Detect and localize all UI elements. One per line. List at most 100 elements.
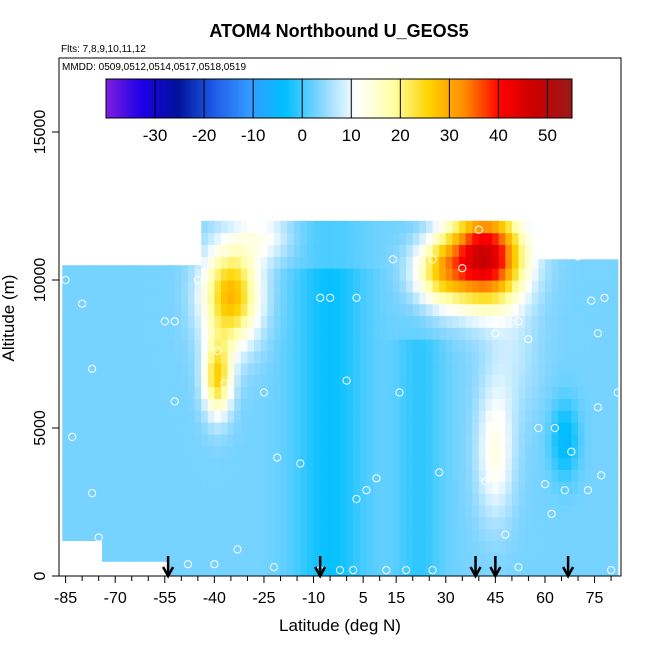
heatmap-cell	[313, 315, 321, 328]
heatmap-cell	[591, 457, 599, 470]
heatmap-cell	[234, 303, 242, 317]
heatmap-cell	[234, 493, 242, 506]
heatmap-cell	[234, 540, 242, 553]
heatmap-cell	[154, 359, 163, 373]
heatmap-cell	[439, 291, 447, 305]
heatmap-cell	[82, 351, 90, 364]
heatmap-cell	[267, 244, 275, 257]
heatmap-cell	[115, 359, 123, 373]
heatmap-cell	[135, 395, 143, 408]
heatmap-cell	[518, 445, 526, 459]
heatmap-cell	[280, 280, 288, 293]
heatmap-cell	[611, 351, 619, 364]
heatmap-cell	[445, 457, 453, 470]
heatmap-cell	[511, 339, 520, 352]
heatmap-cell	[174, 445, 182, 459]
heatmap-cell	[326, 291, 334, 305]
heatmap-cell	[465, 481, 473, 494]
heatmap-cell	[88, 265, 96, 269]
heatmap-cell	[260, 481, 268, 494]
heatmap-cell	[452, 268, 460, 281]
heatmap-cell	[194, 291, 202, 305]
colorbar-segment	[175, 79, 179, 118]
heatmap-cell	[115, 419, 123, 432]
heatmap-cell	[498, 422, 506, 435]
heatmap-cell	[459, 386, 467, 399]
heatmap-cell	[478, 410, 486, 423]
heatmap-cell	[498, 481, 506, 494]
heatmap-cell	[280, 362, 288, 376]
heatmap-cell	[419, 327, 427, 340]
heatmap-cell	[459, 516, 467, 530]
heatmap-cell	[62, 291, 70, 305]
heatmap-cell	[379, 433, 387, 447]
heatmap-cell	[214, 315, 222, 328]
heatmap-cell	[492, 220, 500, 234]
heatmap-cell	[604, 457, 612, 470]
sample-point	[170, 317, 179, 326]
heatmap-cell	[62, 362, 70, 376]
heatmap-cell	[240, 552, 248, 565]
heatmap-cell	[300, 552, 308, 565]
heatmap-cell	[459, 268, 467, 281]
heatmap-cell	[201, 280, 209, 293]
heatmap-cell	[194, 445, 202, 459]
heatmap-cell	[287, 433, 295, 447]
heatmap-cell	[419, 280, 427, 293]
heatmap-cell	[386, 410, 394, 423]
colorbar-segment	[196, 79, 200, 118]
heatmap-cell	[465, 516, 473, 530]
heatmap-cell	[234, 291, 242, 305]
heatmap-cell	[472, 457, 480, 470]
heatmap-cell	[386, 457, 394, 470]
heatmap-cell	[439, 362, 447, 376]
heatmap-cell	[472, 362, 480, 376]
heatmap-cell	[201, 457, 209, 470]
heatmap-cell	[247, 280, 255, 293]
sample-point	[220, 379, 229, 388]
heatmap-cell	[373, 505, 381, 518]
heatmap-cell	[260, 280, 268, 293]
heatmap-cell	[584, 505, 592, 518]
heatmap-cell	[201, 540, 209, 553]
heatmap-cell	[591, 386, 599, 399]
heatmap-cell	[201, 445, 209, 459]
heatmap-cell	[386, 291, 394, 305]
heatmap-cell	[426, 256, 434, 269]
heatmap-cell	[161, 359, 169, 373]
heatmap-cell	[399, 505, 407, 518]
heatmap-cell	[75, 528, 83, 541]
colorbar-segment	[439, 79, 443, 118]
heatmap-cell	[207, 505, 215, 518]
heatmap-cell	[267, 528, 275, 541]
heatmap-cell	[300, 445, 308, 459]
heatmap-cell	[445, 433, 453, 447]
heatmap-cell	[280, 339, 288, 352]
heatmap-cell	[247, 505, 255, 518]
colorbar-segment	[553, 79, 557, 118]
heatmap-cell	[564, 410, 572, 423]
heatmap-cell	[82, 374, 90, 388]
heatmap-cell	[366, 303, 374, 317]
heatmap-cell	[531, 552, 539, 565]
heatmap-cell	[478, 315, 486, 328]
heatmap-cell	[300, 351, 308, 364]
heatmap-cell	[102, 312, 110, 325]
x-tick-label: 60	[536, 590, 554, 607]
heatmap-cell	[108, 277, 116, 290]
heatmap-cell	[62, 469, 70, 482]
heatmap-cell	[465, 469, 473, 482]
heatmap-cell	[439, 469, 447, 482]
heatmap-cell	[68, 280, 77, 293]
heatmap-cell	[234, 362, 242, 376]
heatmap-cell	[247, 268, 255, 281]
colorbar-segment	[390, 79, 394, 118]
colorbar-segment	[352, 79, 356, 118]
heatmap-cell	[604, 422, 612, 435]
heatmap-cell	[174, 339, 182, 352]
heatmap-cell	[121, 336, 129, 349]
heatmap-cell	[267, 493, 275, 506]
heatmap-cell	[597, 528, 606, 541]
heatmap-cell	[95, 280, 103, 293]
heatmap-cell	[373, 374, 381, 388]
